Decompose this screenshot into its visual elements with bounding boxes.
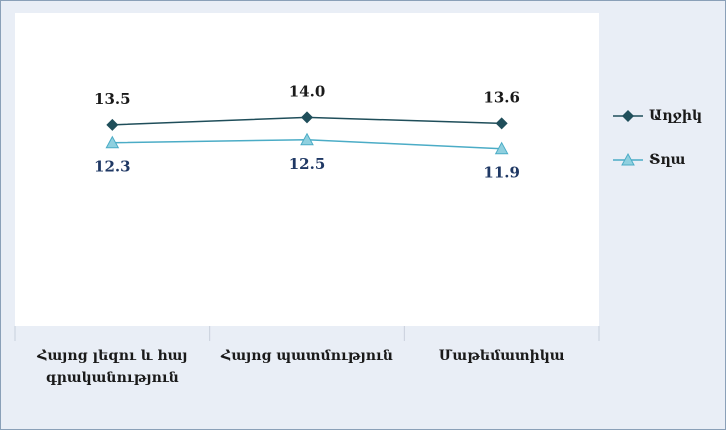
marker [105, 135, 120, 149]
data-label: 13.5 [94, 90, 131, 108]
data-label: 12.5 [289, 155, 326, 173]
legend-label: Աղջիկ [649, 108, 702, 124]
marker [106, 118, 119, 131]
marker [300, 132, 314, 146]
x-tick-label: Հայոց պատմություն [221, 348, 393, 364]
data-label: 12.3 [94, 158, 131, 176]
legend-marker [622, 110, 634, 122]
marker [495, 117, 508, 130]
plot-area [15, 13, 599, 326]
data-label: 13.6 [483, 88, 520, 106]
legend-marker [621, 152, 635, 166]
x-tick-label: Մաթեմատիկա [438, 348, 565, 364]
marker [301, 111, 313, 124]
x-tick-label: Հայոց լեզու և հայ գրականություն [37, 348, 188, 386]
legend-label: Տղա [649, 152, 686, 168]
data-label: 11.9 [483, 164, 520, 182]
data-label: 14.0 [289, 82, 326, 100]
marker [494, 141, 509, 155]
